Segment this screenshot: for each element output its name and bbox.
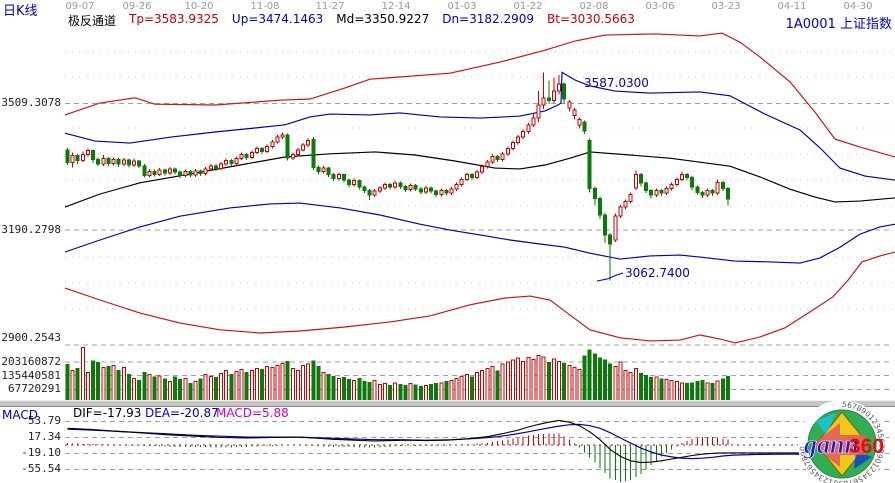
- date-label: 04-11: [777, 1, 807, 12]
- logo-word: gann: [803, 430, 859, 459]
- macd-tick-label: 17.34: [27, 430, 61, 444]
- channel-name-label: 极反通道: [68, 14, 117, 28]
- date-label: 02-08: [579, 1, 609, 12]
- symbol-name[interactable]: 1A0001 上证指数: [786, 13, 892, 32]
- up-value: Up=3474.1463: [231, 12, 324, 26]
- symbol-code: 1A0001: [785, 17, 836, 32]
- price-tick-label: 2900.2543: [1, 331, 61, 344]
- tp-value: Tp=3583.9325: [129, 12, 219, 26]
- date-label: 12-14: [381, 1, 411, 12]
- high-price-annotation: 3587.0300: [584, 76, 649, 90]
- indicator-header: 极反通道 Tp=3583.9325 Up=3474.1463 Md=3350.9…: [68, 12, 635, 29]
- date-label: 01-22: [513, 1, 543, 12]
- price-tick-label: 3190.2798: [1, 223, 61, 236]
- bt-value: Bt=3030.5663: [547, 12, 635, 26]
- dif-value: DIF=-17.93: [73, 406, 142, 420]
- macd-tick-label: -55.54: [21, 462, 61, 476]
- price-tick-label: 3509.3078: [1, 96, 61, 109]
- date-label: 04-30: [843, 1, 873, 12]
- date-label: 11-27: [315, 1, 345, 12]
- md-value: Md=3350.9227: [336, 12, 430, 26]
- macd-panel-label[interactable]: MACD: [2, 408, 38, 422]
- date-label: 09-26: [122, 1, 152, 12]
- gann360-logo: 567890123456789012345678901234567890 gan…: [798, 400, 886, 483]
- date-label: 10-20: [184, 1, 214, 12]
- date-label: 01-03: [447, 1, 477, 12]
- dn-value: Dn=3182.2909: [442, 12, 534, 26]
- index-name: 上证指数: [839, 17, 892, 32]
- macd-tick-label: 53.79: [27, 414, 61, 428]
- date-label: 11-08: [250, 1, 280, 12]
- volume-tick-label: 67720291: [8, 382, 61, 396]
- date-label: 03-06: [645, 1, 675, 12]
- macd-value: MACD=5.88: [216, 406, 289, 420]
- logo-number: 360: [849, 435, 884, 458]
- volume-tick-label: 203160872: [1, 354, 61, 368]
- panel-separator[interactable]: [0, 400, 895, 407]
- macd-tick-label: -19.10: [21, 446, 61, 460]
- date-label: 09-07: [65, 1, 95, 12]
- date-label: 03-23: [711, 1, 741, 12]
- volume-tick-label: 135440581: [1, 368, 61, 382]
- low-price-annotation: 3062.7400: [625, 266, 690, 280]
- dea-value: DEA=-20.87: [145, 406, 219, 420]
- kline-period-label[interactable]: 日K线: [3, 4, 38, 19]
